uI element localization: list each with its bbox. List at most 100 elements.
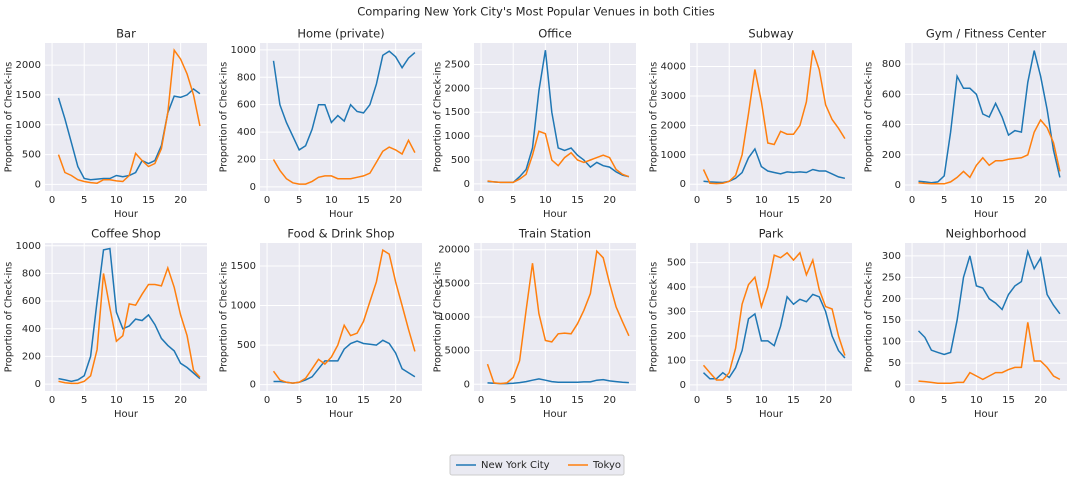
x-tick-label: 0	[909, 395, 915, 406]
chart-title: Coffee Shop	[91, 227, 161, 241]
y-tick-label: 800	[237, 72, 256, 83]
chart-title: Home (private)	[297, 27, 384, 41]
x-tick-label: 5	[726, 195, 732, 206]
x-tick-label: 0	[49, 395, 55, 406]
x-tick-label: 10	[110, 195, 123, 206]
x-tick-label: 5	[941, 195, 947, 206]
x-axis-label: Hour	[329, 409, 354, 420]
y-axis-label: Proportion of Check-ins	[4, 62, 15, 173]
y-tick-label: 300	[667, 306, 686, 317]
x-tick-label: 0	[478, 195, 484, 206]
x-tick-label: 0	[694, 395, 700, 406]
x-tick-label: 0	[49, 195, 55, 206]
y-tick-label: 0	[250, 182, 256, 193]
y-tick-label: 500	[22, 150, 41, 161]
series-line	[272, 138, 416, 185]
chart-title: Office	[538, 27, 572, 41]
legend-label: Tokyo	[592, 460, 621, 471]
series-line	[58, 265, 201, 385]
x-axis-label: Hour	[329, 209, 354, 220]
x-tick-label: 15	[357, 195, 370, 206]
y-tick-label: 0	[35, 379, 41, 390]
y-tick-label: 400	[237, 127, 256, 138]
x-tick-label: 10	[325, 195, 338, 206]
y-tick-label: 200	[22, 351, 41, 362]
y-tick-label: 1500	[16, 90, 41, 101]
y-tick-label: 500	[237, 340, 256, 351]
series-line	[272, 50, 416, 151]
x-tick-label: 15	[1002, 195, 1015, 206]
legend-label: New York City	[481, 460, 550, 471]
series-line	[57, 48, 201, 184]
x-tick-label: 10	[539, 395, 552, 406]
y-tick-label: 250	[882, 272, 901, 283]
x-tick-label: 5	[726, 395, 732, 406]
y-tick-label: 2000	[661, 120, 686, 131]
plot-area	[905, 43, 1067, 191]
figure-title: Comparing New York City's Most Popular V…	[357, 5, 715, 19]
x-axis-label: Hour	[114, 409, 139, 420]
y-tick-label: 200	[667, 331, 686, 342]
y-tick-label: 200	[882, 294, 901, 305]
x-tick-label: 10	[755, 195, 768, 206]
x-tick-label: 15	[142, 195, 155, 206]
y-tick-label: 600	[882, 89, 901, 100]
chart-title: Bar	[116, 27, 136, 41]
x-axis-label: Hour	[759, 409, 784, 420]
plot-area	[905, 243, 1067, 391]
x-tick-label: 10	[970, 195, 983, 206]
y-tick-label: 1000	[16, 241, 41, 252]
x-tick-label: 10	[325, 395, 338, 406]
y-axis-label: Proportion of Check-ins	[219, 262, 230, 373]
series-line	[918, 50, 1061, 184]
y-tick-label: 1500	[445, 107, 470, 118]
x-tick-label: 10	[970, 395, 983, 406]
x-tick-label: 20	[819, 195, 832, 206]
y-tick-label: 10000	[438, 312, 470, 323]
plot-area	[260, 243, 422, 391]
y-axis-label: Proportion of Check-ins	[433, 262, 444, 373]
x-tick-label: 15	[571, 195, 584, 206]
y-tick-label: 0	[680, 380, 686, 391]
series-line	[917, 248, 1061, 356]
chart-title: Park	[759, 227, 784, 241]
x-tick-label: 5	[510, 395, 516, 406]
x-tick-label: 10	[110, 395, 123, 406]
y-tick-label: 1000	[661, 150, 686, 161]
x-tick-label: 10	[755, 395, 768, 406]
series-line	[918, 118, 1061, 185]
y-axis-label: Proportion of Check-ins	[433, 62, 444, 173]
x-tick-label: 20	[389, 195, 402, 206]
x-tick-label: 20	[1034, 395, 1047, 406]
chart-title: Food & Drink Shop	[287, 227, 394, 241]
y-tick-label: 5000	[445, 346, 470, 357]
y-tick-label: 400	[22, 324, 41, 335]
y-tick-label: 500	[667, 258, 686, 269]
y-tick-label: 0	[895, 380, 901, 391]
x-tick-label: 5	[296, 195, 302, 206]
series-line	[486, 249, 630, 385]
y-tick-label: 200	[237, 154, 256, 165]
x-tick-label: 20	[1034, 195, 1047, 206]
y-tick-label: 20000	[438, 245, 470, 256]
y-tick-label: 100	[667, 355, 686, 366]
series-line	[487, 378, 629, 385]
y-axis-label: Proportion of Check-ins	[4, 262, 15, 373]
y-tick-label: 400	[667, 282, 686, 293]
y-axis-label: Proportion of Check-ins	[864, 262, 875, 373]
y-tick-label: 150	[882, 315, 901, 326]
series-line	[702, 50, 846, 185]
x-tick-label: 0	[478, 395, 484, 406]
x-tick-label: 5	[510, 195, 516, 206]
x-tick-label: 15	[357, 395, 370, 406]
y-tick-label: 100	[882, 337, 901, 348]
legend-box	[449, 454, 625, 476]
y-tick-label: 500	[451, 155, 470, 166]
series-line	[272, 248, 416, 384]
y-tick-label: 400	[882, 120, 901, 131]
y-tick-label: 600	[237, 100, 256, 111]
y-tick-label: 1000	[231, 45, 256, 56]
y-tick-label: 0	[680, 179, 686, 190]
x-tick-label: 15	[787, 195, 800, 206]
